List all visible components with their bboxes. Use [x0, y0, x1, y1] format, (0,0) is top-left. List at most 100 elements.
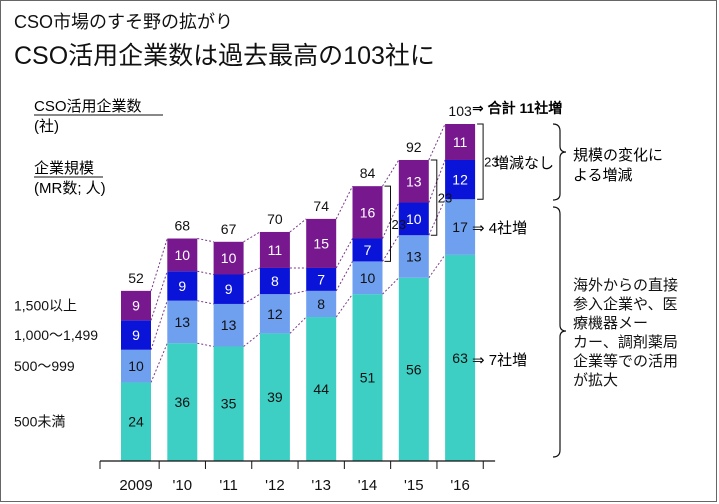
- bar-segment: [352, 294, 383, 461]
- data-label: 51: [360, 370, 376, 386]
- legend-label: 500未満: [14, 414, 65, 430]
- connector-line: [197, 342, 214, 347]
- total-label: 70: [267, 211, 283, 227]
- data-label: 11: [268, 242, 283, 258]
- slide-title: CSO活用企業数は過去最高の103社に: [14, 42, 435, 70]
- connector-line: [382, 277, 400, 295]
- data-label: 24: [128, 414, 144, 430]
- bar-segment: [121, 382, 151, 461]
- brace-bottom-text-line: 参入企業や、医: [573, 295, 678, 313]
- bar-segment: [167, 271, 198, 301]
- x-tick-label: '11: [219, 477, 237, 494]
- data-label: 36: [175, 394, 191, 410]
- bar-segment: [306, 218, 337, 268]
- bar-segment: [306, 290, 337, 318]
- bar-segment: [121, 320, 151, 350]
- bar-segment: [167, 238, 198, 272]
- brace-top-text-2: よる増減: [573, 167, 633, 184]
- x-tick-label: '10: [173, 477, 193, 494]
- bar-segment: [398, 277, 429, 461]
- connector-line: [197, 238, 214, 243]
- data-label: 13: [221, 317, 237, 333]
- data-label: 13: [406, 249, 422, 265]
- connector-line: [289, 218, 307, 233]
- bracket: [430, 159, 438, 236]
- data-label: 44: [313, 381, 329, 397]
- bar-segment: [306, 317, 337, 461]
- x-tick-label: '16: [450, 477, 470, 494]
- data-label: 12: [267, 306, 283, 322]
- connector-line: [382, 159, 400, 187]
- connector-line: [289, 316, 307, 334]
- bar-segment: [213, 274, 244, 304]
- total-label: 92: [406, 139, 422, 155]
- connector-line: [382, 202, 400, 239]
- brace-bottom: [552, 206, 567, 458]
- x-tick-label: '12: [265, 477, 285, 494]
- bars: 24 10 9 9 52 36 13 9 10 68 35 13 9 10 67 39 12 8 11 70 44 8 7 1…: [121, 103, 476, 461]
- data-label: 10: [175, 247, 191, 263]
- y-axis-label: CSO活用企業数: [34, 97, 142, 115]
- data-label: 9: [132, 327, 140, 343]
- mid-increase-note: ⇒ 4社増: [472, 220, 527, 237]
- data-label: 10: [360, 270, 376, 286]
- connector-line: [428, 159, 446, 203]
- connector-line: [335, 238, 353, 269]
- slide-subtitle: CSO市場のすそ野の拡がり: [14, 12, 234, 32]
- x-tick-label: '13: [311, 477, 331, 494]
- data-label: 17: [452, 219, 468, 235]
- connector-line: [197, 300, 214, 305]
- data-label: 15: [313, 235, 329, 251]
- x-axis: 2009 '10 '11 '12 '13 '14 '15 '16: [99, 460, 496, 494]
- connector-line: [335, 261, 353, 292]
- data-label: 9: [132, 298, 140, 314]
- bar-segment: [398, 159, 429, 203]
- connector-line: [243, 267, 261, 275]
- total-label: 103: [448, 103, 472, 119]
- data-label: 39: [267, 389, 283, 405]
- data-label: 13: [175, 314, 191, 330]
- bar-segment: [121, 290, 151, 321]
- data-label: 56: [406, 361, 422, 377]
- connector-line: [150, 238, 168, 292]
- connector-line: [243, 333, 261, 347]
- bar-segment: [259, 231, 290, 268]
- total-label: 74: [313, 198, 329, 214]
- connector-line: [428, 123, 446, 161]
- bar-segment: [259, 333, 290, 461]
- bar-segment: [259, 294, 290, 334]
- data-label: 13: [406, 173, 422, 189]
- data-label: 10: [128, 358, 144, 374]
- connector-line: [428, 199, 446, 236]
- bar-segment: [352, 261, 383, 295]
- data-label: 12: [452, 172, 468, 188]
- brace-bottom-text-line: カー、調剤薬局: [573, 334, 678, 351]
- bar-segment: [121, 349, 151, 383]
- bar-segment: [167, 300, 198, 344]
- connector-line: [150, 343, 168, 383]
- connector-line: [150, 300, 168, 350]
- data-label: 10: [406, 211, 422, 227]
- bar-segment: [445, 159, 476, 200]
- total-label: 52: [128, 270, 144, 286]
- data-label: 16: [360, 204, 376, 220]
- data-label: 63: [452, 350, 468, 366]
- brace-top-text-1: 規模の変化に: [573, 147, 663, 164]
- bracket: [384, 185, 391, 262]
- x-tick-label: '14: [358, 477, 378, 494]
- bar-segment: [352, 238, 383, 262]
- connector-line: [335, 185, 353, 220]
- bar-segment: [398, 235, 429, 278]
- data-label: 9: [225, 281, 233, 297]
- connector-line: [382, 234, 400, 262]
- total-increase-note: ⇒ 合計 11社増: [472, 100, 562, 116]
- data-label: 11: [453, 134, 468, 150]
- bar-segment: [398, 202, 429, 236]
- brace-bottom-text-line: 企業等での活用: [573, 352, 678, 370]
- bar-segment: [259, 267, 290, 295]
- connector-line: [243, 231, 261, 243]
- x-tick-label: '15: [404, 477, 424, 494]
- bar-segment: [213, 303, 244, 347]
